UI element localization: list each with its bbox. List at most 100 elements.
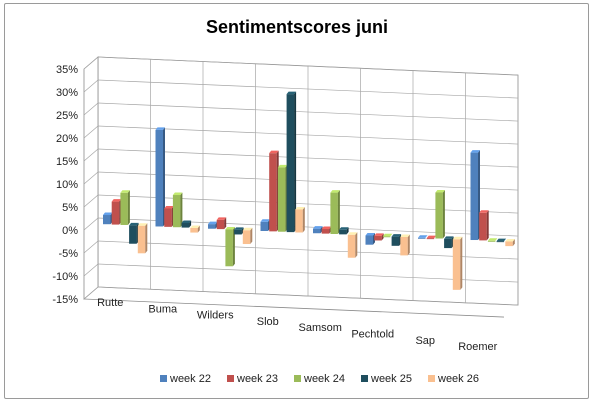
bar — [452, 236, 463, 290]
floor-edge — [83, 298, 505, 318]
bar — [120, 190, 130, 225]
bars — [103, 91, 515, 290]
bar-front — [382, 236, 391, 238]
bar-top — [330, 190, 340, 193]
bar-side — [320, 226, 323, 234]
bar — [330, 190, 340, 234]
bar-top — [234, 227, 244, 230]
legend-swatch — [227, 375, 234, 382]
bar-top — [452, 236, 463, 240]
bar-front — [155, 129, 163, 227]
bar — [225, 226, 235, 267]
bar-side — [250, 227, 253, 245]
legend-swatch — [160, 375, 167, 382]
bar-top — [479, 210, 489, 213]
bar-side — [355, 232, 358, 258]
bar-top — [505, 239, 515, 242]
y-tick-label: 20% — [56, 133, 78, 145]
bar-side — [381, 233, 384, 241]
bar — [313, 226, 323, 234]
bar — [444, 236, 454, 249]
category-label: Sap — [415, 335, 435, 347]
bar-top — [418, 235, 428, 238]
gridline-side — [83, 263, 99, 277]
bar — [339, 227, 349, 235]
bar-side — [163, 127, 165, 227]
bar-top — [286, 91, 297, 95]
bar-front — [496, 241, 505, 243]
bar — [234, 227, 244, 235]
bar-front — [103, 215, 111, 225]
bar — [365, 233, 375, 245]
bar — [155, 127, 165, 227]
legend-label: week 24 — [303, 373, 345, 385]
bar-side — [337, 190, 340, 234]
bar-front — [208, 224, 216, 229]
bar — [129, 222, 139, 244]
gridline-side — [83, 148, 99, 162]
bar-front — [269, 153, 277, 232]
bar-side — [294, 91, 297, 233]
bar-top — [103, 212, 113, 216]
bar-top — [216, 217, 227, 220]
bar-front — [313, 228, 321, 234]
gridlines — [83, 56, 519, 306]
bar — [426, 235, 437, 240]
category-label: Rutte — [97, 297, 123, 309]
legend: week 22 week 23 week 24 week 25 week 26 — [160, 373, 479, 385]
bar — [269, 150, 279, 232]
bar-top — [365, 233, 375, 236]
bar-front — [286, 94, 295, 233]
bar-front — [347, 234, 356, 258]
gridline-side — [83, 125, 99, 139]
bar — [435, 190, 445, 239]
bar-front — [452, 239, 461, 290]
bar-front — [216, 219, 225, 230]
bar-top — [496, 238, 507, 242]
bar-front — [225, 229, 233, 267]
category-label: Roemer — [458, 341, 497, 353]
category-label: Pechtold — [351, 329, 394, 341]
bar-top — [339, 227, 349, 230]
bar-top — [444, 236, 454, 239]
bar — [216, 217, 227, 230]
bar — [487, 238, 498, 242]
bar-side — [189, 220, 192, 228]
legend-swatch — [294, 375, 301, 382]
bar-front — [426, 238, 435, 240]
bar — [111, 199, 122, 225]
gridline-side — [83, 217, 99, 231]
bar-top — [137, 223, 148, 226]
bar-side — [512, 239, 515, 247]
bar-front — [260, 221, 268, 231]
bar-top — [120, 190, 130, 193]
bar — [400, 234, 410, 256]
bar-top — [435, 190, 445, 193]
bar-top — [181, 220, 192, 223]
bar — [479, 210, 489, 241]
gridline-side — [83, 286, 99, 300]
bar — [242, 227, 253, 245]
bar-top — [208, 221, 218, 225]
bar-side — [197, 225, 200, 233]
bar-front — [137, 225, 146, 254]
bar-top — [295, 206, 305, 210]
bar — [295, 206, 305, 233]
y-tick-label: 0% — [62, 225, 78, 237]
y-tick-label: 5% — [62, 202, 78, 214]
bar-top — [487, 238, 498, 241]
bar-front — [339, 229, 347, 235]
bar-front — [505, 241, 513, 247]
bar-side — [180, 192, 183, 228]
chart-title: Sentimentscores juni — [206, 17, 388, 37]
bar-side — [241, 227, 244, 235]
bar-front — [374, 235, 382, 241]
legend-label: week 25 — [370, 373, 412, 385]
bar-front — [295, 209, 303, 233]
y-tick-label: 30% — [56, 87, 78, 99]
y-tick-label: -15% — [52, 294, 78, 306]
y-tick-label: 35% — [56, 64, 78, 76]
bar-side — [486, 210, 489, 241]
bar-front — [391, 236, 400, 246]
legend-label: week 23 — [236, 373, 278, 385]
